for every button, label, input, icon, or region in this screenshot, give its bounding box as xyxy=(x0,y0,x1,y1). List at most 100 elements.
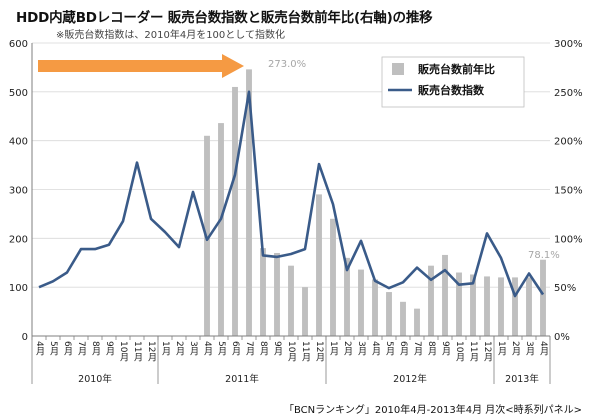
right-tick-label: 150% xyxy=(554,186,583,197)
x-tick-label: 4月 xyxy=(370,341,381,357)
axes: 0 100 200 300 400 500 600 0% 50% 100% 150% 200% 250%… xyxy=(9,39,583,343)
bar xyxy=(302,287,308,336)
data-point xyxy=(416,266,418,268)
data-point xyxy=(52,280,54,282)
data-point xyxy=(122,220,124,222)
x-tick-label: 11月 xyxy=(300,341,311,362)
data-point xyxy=(206,239,208,241)
x-tick-label: 4月 xyxy=(202,341,213,357)
bar xyxy=(428,265,434,336)
bar xyxy=(288,265,294,336)
bar xyxy=(512,277,518,336)
data-point xyxy=(248,91,250,93)
data-point xyxy=(150,218,152,220)
callout-arrow xyxy=(38,54,244,78)
data-point xyxy=(346,269,348,271)
x-tick-label: 11月 xyxy=(468,341,479,362)
bar xyxy=(470,274,476,336)
bar xyxy=(484,276,490,336)
bar xyxy=(330,218,336,336)
x-tick-label: 5月 xyxy=(216,341,227,357)
bar xyxy=(232,86,238,336)
right-tick-label: 0% xyxy=(554,332,570,343)
x-tick-label: 7月 xyxy=(76,341,87,357)
year-label: 2013年 xyxy=(505,373,539,385)
data-point xyxy=(80,248,82,250)
x-tick-label: 4月 xyxy=(538,341,549,357)
data-point xyxy=(388,287,390,289)
left-tick-label: 500 xyxy=(9,88,28,99)
legend-bar-label: 販売台数前年比 xyxy=(418,62,495,76)
bar xyxy=(386,292,392,336)
bar xyxy=(218,123,224,336)
x-tick-label: 11月 xyxy=(132,341,143,362)
data-point xyxy=(430,279,432,281)
right-tick-label: 100% xyxy=(554,234,583,245)
x-tick-label: 10月 xyxy=(454,341,465,362)
x-tick-label: 2月 xyxy=(342,341,353,357)
chart-title: HDD内蔵BDレコーダー 販売台数指数と販売台数前年比(右軸)の推移 xyxy=(16,10,433,26)
left-tick-label: 300 xyxy=(9,186,28,197)
x-tick-label: 12月 xyxy=(146,341,157,362)
legend-line-label: 販売台数指数 xyxy=(418,83,485,97)
x-tick-label: 8月 xyxy=(258,341,269,357)
x-tick-label: 5月 xyxy=(384,341,395,357)
x-tick-label: 3月 xyxy=(356,341,367,357)
bar xyxy=(540,259,546,336)
right-tick-label: 250% xyxy=(554,88,583,99)
x-tick-label: 9月 xyxy=(440,341,451,357)
legend-bar-swatch xyxy=(392,63,404,75)
x-tick-label: 8月 xyxy=(426,341,437,357)
data-point xyxy=(528,272,530,274)
right-tick-label: 300% xyxy=(554,39,583,50)
data-point xyxy=(332,203,334,205)
peak-annotation: 273.0% xyxy=(268,59,306,70)
data-point xyxy=(178,246,180,248)
x-tick-label: 6月 xyxy=(398,341,409,357)
x-tick-label: 7月 xyxy=(244,341,255,357)
data-point xyxy=(486,232,488,234)
data-point xyxy=(402,281,404,283)
index-line xyxy=(38,90,545,298)
left-tick-label: 100 xyxy=(9,283,28,294)
x-tick-label: 2月 xyxy=(174,341,185,357)
data-point xyxy=(136,161,138,163)
data-point xyxy=(514,295,516,297)
data-point xyxy=(374,280,376,282)
bar xyxy=(400,301,406,336)
x-tick-label: 12月 xyxy=(482,341,493,362)
data-point xyxy=(234,174,236,176)
data-point xyxy=(360,240,362,242)
x-tick-label: 2月 xyxy=(510,341,521,357)
x-tick-label: 8月 xyxy=(90,341,101,357)
last-annotation: 78.1% xyxy=(528,250,560,261)
x-tick-label: 5月 xyxy=(48,341,59,357)
right-tick-label: 50% xyxy=(554,283,576,294)
x-tick-label: 6月 xyxy=(230,341,241,357)
data-point xyxy=(458,284,460,286)
bar xyxy=(358,269,364,336)
chart-subtitle: ※販売台数指数は、2010年4月を100として指数化 xyxy=(56,30,285,41)
bar xyxy=(414,308,420,336)
x-tick-label: 4月 xyxy=(34,341,45,357)
data-point xyxy=(94,248,96,250)
legend-box xyxy=(381,56,525,108)
legend: 販売台数前年比 販売台数指数 xyxy=(381,56,525,108)
data-point xyxy=(38,286,40,288)
x-tick-label: 3月 xyxy=(188,341,199,357)
bar-series xyxy=(204,69,546,337)
source-note: 「BCNランキング」2010年4月-2013年4月 月次<時系列パネル> xyxy=(283,405,582,416)
bar xyxy=(246,69,252,337)
left-tick-label: 200 xyxy=(9,234,28,245)
year-label: 2011年 xyxy=(225,373,259,385)
bar xyxy=(498,277,504,336)
x-tick-label: 3月 xyxy=(524,341,535,357)
x-tick-label: 7月 xyxy=(412,341,423,357)
x-tick-labels: 4月 5月 6月 7月 8月 9月 10月 11月 12月 1月 2月 3月 4月 5月 6月 7月 8月 9月 1… xyxy=(31,336,551,385)
data-point xyxy=(304,248,306,250)
x-tick-label: 6月 xyxy=(62,341,73,357)
data-point xyxy=(108,243,110,245)
data-point xyxy=(500,257,502,259)
callout-text: 地デジ特需のため、販売台数が増加 xyxy=(44,75,212,88)
